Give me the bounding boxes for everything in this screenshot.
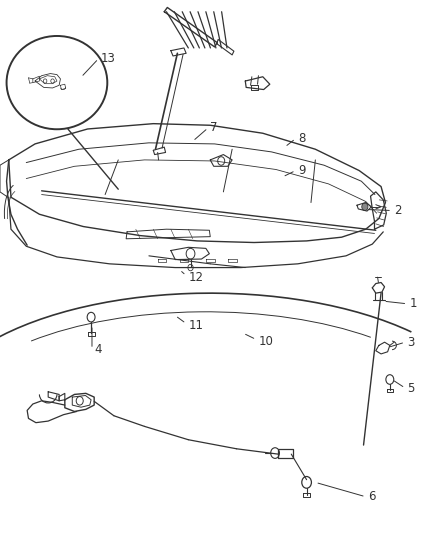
Text: 7: 7 bbox=[210, 122, 218, 134]
Text: 3: 3 bbox=[407, 336, 415, 349]
Text: 13: 13 bbox=[101, 52, 116, 65]
Text: 6: 6 bbox=[368, 490, 375, 503]
Text: 4: 4 bbox=[94, 343, 102, 356]
Text: 5: 5 bbox=[407, 382, 415, 394]
Text: 10: 10 bbox=[258, 335, 273, 348]
Text: 8: 8 bbox=[298, 132, 305, 145]
Text: 1: 1 bbox=[410, 297, 417, 310]
Text: 9: 9 bbox=[298, 164, 305, 177]
Circle shape bbox=[362, 203, 368, 211]
Text: 2: 2 bbox=[394, 204, 402, 217]
Text: 11: 11 bbox=[188, 319, 203, 332]
Text: 12: 12 bbox=[188, 271, 203, 284]
